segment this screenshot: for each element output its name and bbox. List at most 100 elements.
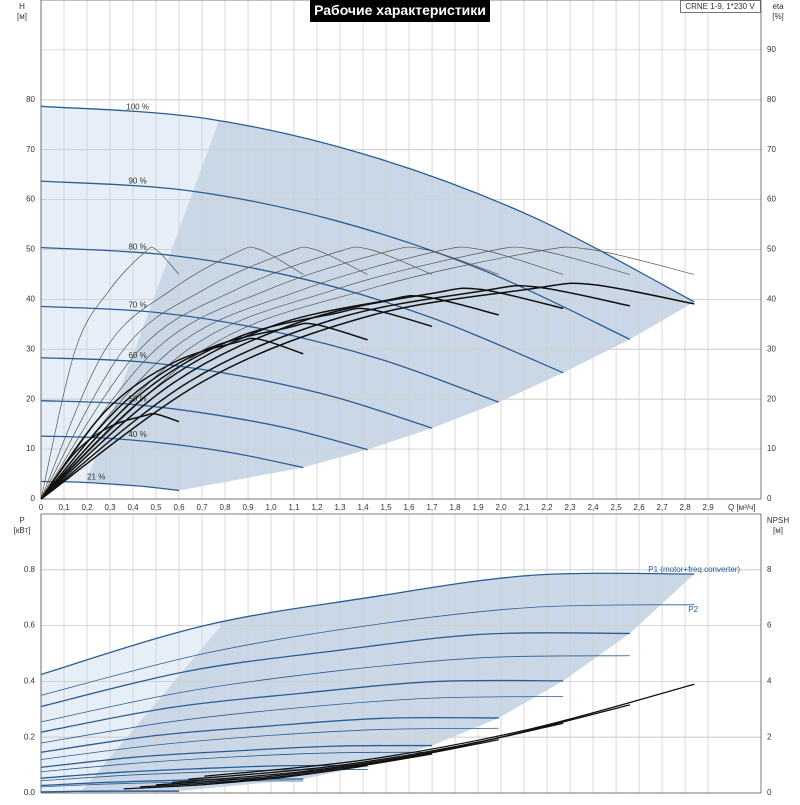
y2-tick-label: 20: [767, 394, 776, 403]
x-tick-label: 0,5: [150, 503, 162, 512]
x-tick-label: 1,7: [426, 503, 438, 512]
y-tick-label: 30: [26, 344, 35, 353]
y-tick-label: 0.2: [24, 732, 36, 741]
y2-tick-label: 50: [767, 245, 776, 254]
x-tick-label: 2,4: [588, 503, 600, 512]
x-tick-label: 0,7: [196, 503, 208, 512]
model-box: CRNE 1-9, 1*230 V: [680, 0, 761, 13]
y2-tick-label: 2: [767, 732, 772, 741]
y2-tick-label: 4: [767, 677, 772, 686]
chart-title: Рабочие характеристики: [314, 2, 486, 18]
y2-tick-label: 10: [767, 444, 776, 453]
x-tick-label: 2,2: [542, 503, 554, 512]
y-tick-label: 0.0: [24, 788, 36, 797]
curve: [40, 412, 180, 500]
curve: [40, 246, 180, 500]
curve: [40, 295, 499, 500]
y-tick-label: 50: [26, 245, 35, 254]
curve: [40, 337, 304, 500]
curve: [40, 246, 564, 500]
model-background: [680, 0, 761, 13]
x-tick-label: 1,5: [380, 503, 392, 512]
x-tick-label: 1,8: [449, 503, 461, 512]
y2-tick-label: 40: [767, 295, 776, 304]
y-tick-label: 20: [26, 394, 35, 403]
x-tick-label: 0,9: [242, 503, 254, 512]
y-tick-label: 0: [31, 494, 36, 503]
curve: [40, 769, 368, 782]
curve: [40, 400, 368, 451]
curve-label: 40 %: [128, 430, 146, 439]
y2-tick-label: 6: [767, 621, 772, 630]
x-tick-label: 2,8: [680, 503, 692, 512]
curve: [123, 765, 368, 790]
y-tick-label: 0.6: [24, 621, 36, 630]
curve: [40, 246, 368, 500]
title-background: [310, 0, 490, 22]
x-tick-label: 1,3: [334, 503, 346, 512]
x-tick-label: 1,1: [288, 503, 300, 512]
curve-label: 100 %: [126, 102, 149, 111]
y-tick-label: 0.4: [24, 677, 36, 686]
curve: [40, 632, 630, 708]
curve-label: 60 %: [128, 351, 146, 360]
curve: [40, 727, 499, 760]
x-tick-label: 0,3: [104, 503, 116, 512]
curve: [40, 751, 433, 773]
x-tick-label: 1,0: [265, 503, 277, 512]
y2-tick-label: 30: [767, 344, 776, 353]
curve: [188, 704, 631, 780]
x-tick-label: 0,6: [173, 503, 185, 512]
y2-tick-label: 60: [767, 195, 776, 204]
curve: [40, 764, 368, 779]
y2-tick-label: 80: [767, 95, 776, 104]
curve-label: 80 %: [128, 242, 146, 251]
curve: [155, 739, 499, 786]
y-axis-label: P: [19, 516, 24, 525]
plot-0: 0 0,1 0,2 0,3 0,4 0,5 0,6 0,7 0,8 0,9 1,0 1,1 1,2 1,3…: [17, 0, 784, 512]
x-tick-label: 0,1: [58, 503, 70, 512]
x-axis-label: Q [м³/ч]: [728, 503, 755, 512]
curve: [40, 716, 499, 753]
x-tick-label: 2,6: [634, 503, 646, 512]
x-tick-label: 2,1: [519, 503, 531, 512]
x-tick-label: 1,4: [357, 503, 369, 512]
x-tick-label: 2,3: [565, 503, 577, 512]
operating-area: [41, 106, 695, 491]
curve: [40, 655, 630, 723]
title-box: Рабочие характеристики: [310, 0, 490, 22]
curve: [40, 246, 433, 500]
curve: [40, 287, 564, 500]
x-tick-label: 0: [39, 503, 44, 512]
x-tick-label: 2,9: [703, 503, 715, 512]
model-label: CRNE 1-9, 1*230 V: [685, 2, 755, 11]
curve: [40, 246, 499, 500]
y-tick-label: 0.8: [24, 565, 36, 574]
curve-label: 70 %: [128, 301, 146, 310]
curve: [40, 322, 368, 500]
x-tick-label: 1,6: [403, 503, 415, 512]
y2-tick-label: 0: [767, 494, 772, 503]
curve: [40, 357, 433, 429]
curve: [40, 282, 695, 500]
curve: [40, 246, 304, 500]
y-axis-unit: [кВт]: [14, 526, 31, 535]
y2-axis-label: NPSH: [767, 516, 789, 525]
curve: [40, 696, 564, 744]
curve: [40, 284, 631, 500]
curve: [40, 180, 631, 340]
curve-label: P1 (motor+freq.converter): [648, 565, 740, 574]
x-tick-label: 2,7: [657, 503, 669, 512]
y2-axis-unit: [м]: [773, 526, 783, 535]
plot-1: 0.0 0.2 0.4 0.6 0.8 0 2 4 6 8 P[кВт] NPSH[м] P1 (mot…: [14, 513, 789, 797]
x-tick-label: 2,5: [611, 503, 623, 512]
curve: [40, 679, 564, 733]
curve-label: 50 %: [128, 394, 146, 403]
curve: [40, 305, 499, 403]
curve: [40, 246, 564, 374]
curve-label: 21 %: [87, 472, 105, 481]
x-tick-label: 1,9: [472, 503, 484, 512]
y-tick-label: 40: [26, 295, 35, 304]
curve: [40, 790, 180, 793]
